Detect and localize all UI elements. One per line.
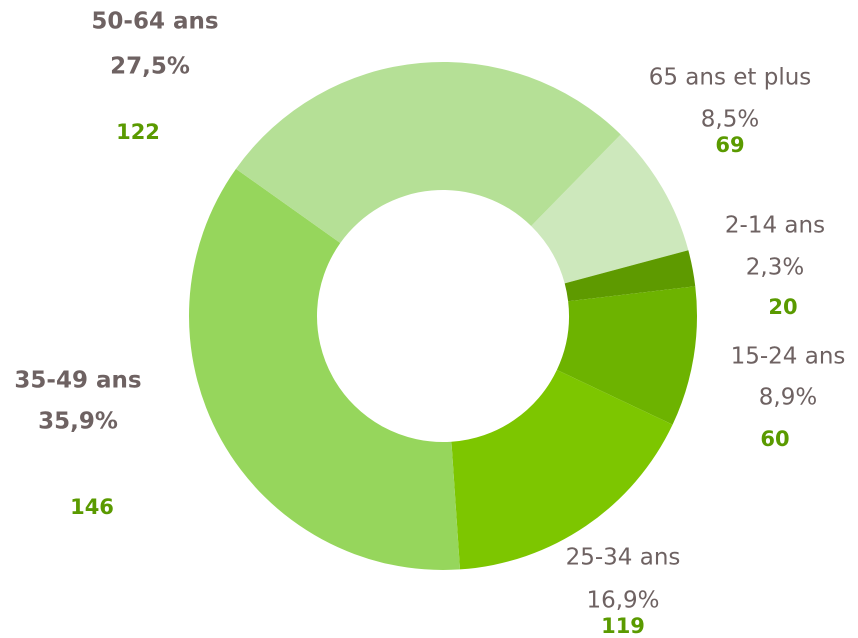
slice-percent: 2,3%	[746, 255, 804, 281]
slice-percent: 27,5%	[110, 54, 190, 80]
slice-name: 2-14 ans	[725, 213, 825, 239]
donut-slice	[564, 250, 696, 302]
donut-slice	[189, 168, 461, 570]
slice-count: 119	[601, 614, 645, 638]
slice-count: 122	[116, 120, 160, 144]
slice-name: 50-64 ans	[91, 9, 218, 35]
donut-slice	[235, 62, 621, 244]
slice-count: 20	[768, 295, 797, 319]
slice-percent: 8,9%	[759, 385, 817, 411]
donut-slice	[531, 134, 689, 284]
slice-name: 65 ans et plus	[649, 65, 812, 91]
slice-name: 15-24 ans	[731, 344, 846, 370]
slice-name: 35-49 ans	[14, 368, 141, 394]
slice-count: 146	[70, 495, 114, 519]
donut-slice	[451, 369, 673, 570]
donut-slice	[556, 286, 697, 425]
slice-name: 25-34 ans	[566, 545, 681, 571]
slice-percent: 35,9%	[38, 409, 118, 435]
slice-percent: 8,5%	[701, 107, 759, 133]
slice-percent: 16,9%	[586, 588, 659, 614]
slice-count: 60	[760, 427, 789, 451]
slice-count: 69	[715, 133, 744, 157]
